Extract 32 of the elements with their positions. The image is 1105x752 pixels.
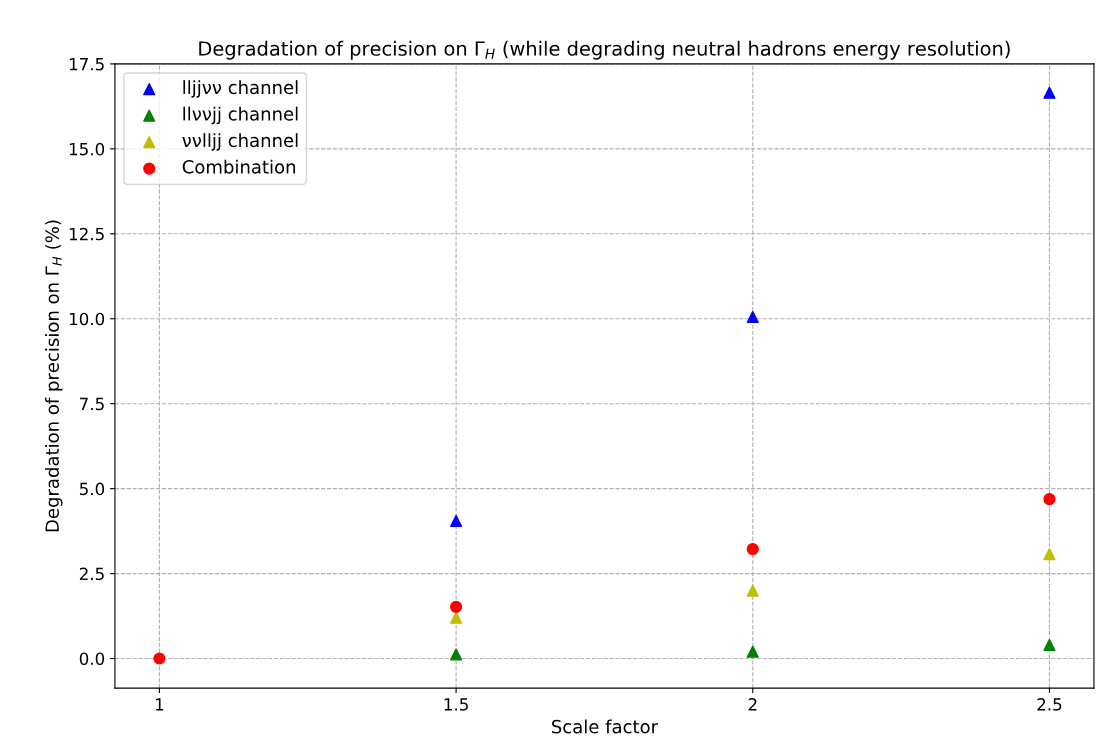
y-tick-label: 12.5	[69, 227, 104, 241]
y-tick-label: 7.5	[80, 397, 104, 411]
point	[1043, 493, 1056, 506]
point	[746, 543, 759, 556]
y-tick-label: 10.0	[69, 312, 105, 326]
y-tick-label: 0.0	[79, 652, 105, 666]
x-tick-label: 1	[155, 698, 164, 711]
legend-label: ννlljj channel	[182, 133, 298, 151]
legend-label: Combination	[182, 159, 296, 174]
point	[1043, 548, 1056, 561]
x-tick-label: 2	[748, 698, 757, 711]
point	[746, 584, 759, 597]
x-axis-title: Scale factor	[552, 719, 659, 734]
y-tick-label: 15.0	[69, 142, 105, 156]
x-tick-label: 2.5	[1037, 698, 1062, 711]
legend-label: llννjj channel	[183, 106, 298, 125]
point	[450, 648, 463, 661]
y-tick-label: 2.5	[79, 567, 104, 581]
point	[746, 645, 759, 658]
point	[450, 611, 463, 624]
point	[746, 310, 759, 324]
y-tick-label: 5.0	[79, 482, 105, 496]
y-axis-title: Degradation of precision on Γ$_{H}$ (%)	[45, 220, 63, 532]
point	[153, 652, 166, 665]
y-tick-label: 17.5	[69, 58, 104, 71]
legend-label: lljjνν channel	[183, 80, 298, 98]
point	[450, 600, 463, 613]
x-tick-label: 1.5	[444, 698, 468, 711]
chart-title: Degradation of precision on Γ$_{H}$ (while degrading neutral hadrons energy resolution)	[199, 40, 1010, 60]
point	[450, 514, 463, 527]
point	[1043, 638, 1056, 652]
point	[1043, 86, 1056, 99]
